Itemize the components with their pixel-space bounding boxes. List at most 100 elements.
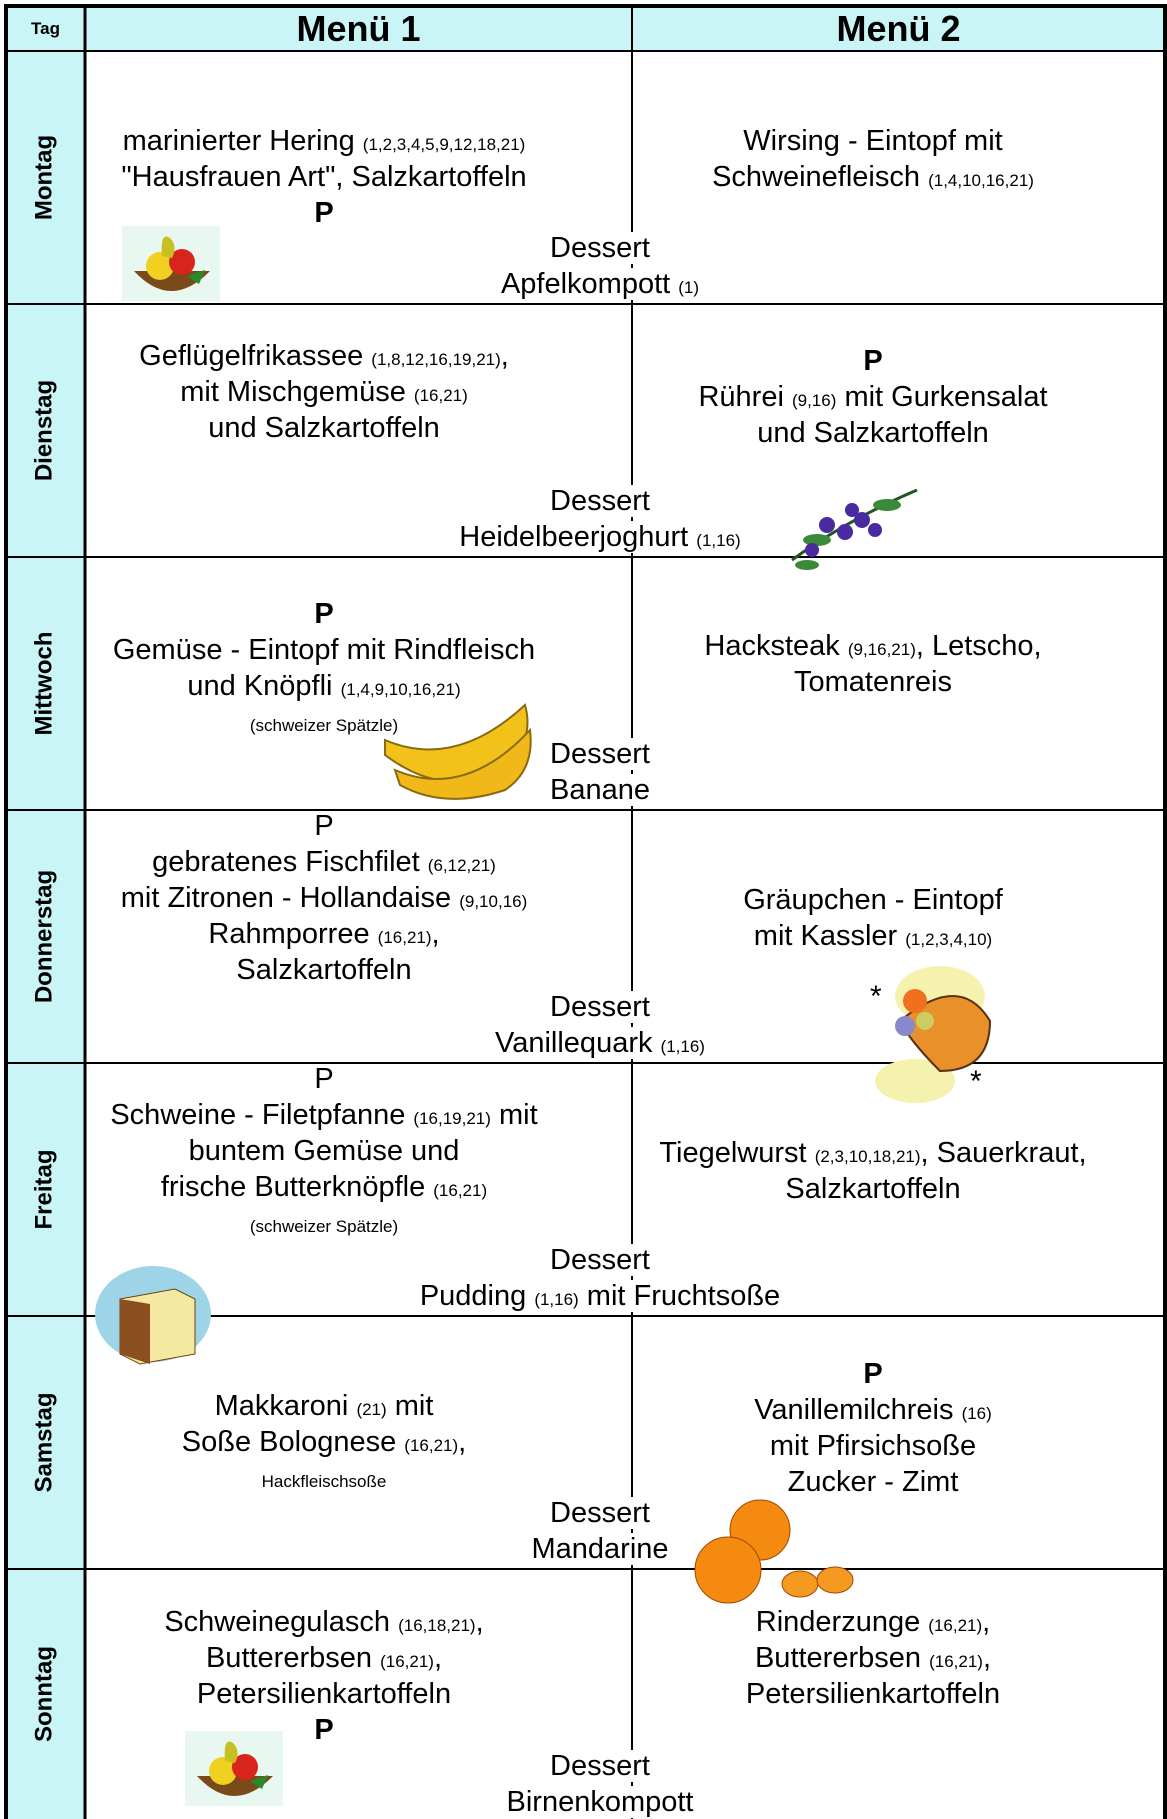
allergens: (16,18,21) <box>398 1616 476 1635</box>
allergens: (16,19,21) <box>413 1109 491 1128</box>
line-bg: Dessert <box>547 1750 653 1782</box>
after-text: mit Gurkensalat <box>844 381 1048 413</box>
dessert-label-line: Dessert <box>320 1242 880 1278</box>
dish-text: Banane <box>550 774 650 806</box>
menu-line: P <box>44 596 604 632</box>
allergens: (16,21) <box>929 1652 983 1671</box>
after-text: , Letscho, <box>915 630 1042 662</box>
day-label: Montag <box>30 135 57 220</box>
dish-text: Geflügelfrikassee <box>139 340 364 372</box>
dish-text: "Hausfrauen Art", Salzkartoffeln <box>121 161 527 193</box>
dish-text: Apfelkompott <box>500 268 671 300</box>
line-bg: Dessert <box>547 485 653 517</box>
menu-line: Hackfleischsoße <box>44 1460 604 1496</box>
after-text: , <box>433 1642 443 1674</box>
dish-text: Soße Bolognese <box>181 1426 397 1458</box>
after-text: , <box>982 1606 991 1638</box>
line-bg: Pudding (1,16) mit Fruchtsoße <box>416 1280 784 1312</box>
menu-line: Pudding (1,16) mit Fruchtsoße <box>320 1278 880 1314</box>
dish-text: Tomatenreis <box>794 666 952 698</box>
menu-line: mit Mischgemüse (16,21) <box>44 374 604 410</box>
dish-text: Gemüse - Eintopf mit Rindfleisch <box>112 634 536 666</box>
line-bg: Heidelbeerjoghurt (1,16) <box>456 521 744 553</box>
allergens: (16,21) <box>377 928 432 947</box>
allergens: (1,16) <box>534 1290 579 1309</box>
dish-text: P <box>314 1714 334 1746</box>
allergens: (1) <box>678 278 700 297</box>
note: (schweizer Spätzle) <box>249 1217 399 1236</box>
day-label: Donnerstag <box>30 870 57 1003</box>
dish-text: P <box>314 598 334 630</box>
menu-line: Vanillequark (1,16) <box>320 1025 880 1061</box>
menu-line: Makkaroni (21) mit <box>44 1388 604 1424</box>
dish-text: mit Pfirsichsoße <box>769 1430 977 1462</box>
day-label: Sonntag <box>30 1646 57 1742</box>
allergens: (16,21) <box>404 1436 459 1455</box>
header-menu1: Menü 1 <box>296 8 421 49</box>
dish-text: Mandarine <box>531 1533 669 1565</box>
dish-text: P <box>863 1358 883 1390</box>
allergens: (16) <box>961 1404 992 1423</box>
dish-text: Rahmporree <box>208 918 370 950</box>
allergens: (1,4,9,10,16,21) <box>340 680 461 699</box>
dish-text: und Knöpfli <box>187 670 333 702</box>
line-bg: Vanillequark (1,16) <box>492 1027 708 1059</box>
menu-line: Tomatenreis <box>593 664 1153 700</box>
dessert-label-line: Dessert <box>320 1748 880 1784</box>
menu-line: P <box>593 343 1153 379</box>
dish-text: Heidelbeerjoghurt <box>459 521 689 553</box>
allergens: (16,21) <box>413 386 468 405</box>
after-text: , <box>475 1606 484 1638</box>
dish-text: Schweine - Filetpfanne <box>110 1099 406 1131</box>
dish-text: Makkaroni <box>214 1390 349 1422</box>
dish-text: Rinderzunge <box>755 1606 921 1638</box>
dish-text: und Salzkartoffeln <box>208 412 440 444</box>
after-text: , <box>982 1642 992 1674</box>
dish-text: Buttererbsen <box>205 1642 373 1674</box>
dish-text: Salzkartoffeln <box>785 1173 961 1205</box>
menu-line: gebratenes Fischfilet (6,12,21) <box>44 844 604 880</box>
dish-text: P <box>314 1063 334 1095</box>
dessert-label-line: Dessert <box>320 1495 880 1531</box>
dish-text: mit Mischgemüse <box>180 376 406 408</box>
menu-line: Rinderzunge (16,21), <box>593 1604 1153 1640</box>
menu-line: frische Butterknöpfle (16,21) <box>44 1169 604 1205</box>
after-text: , <box>431 918 440 950</box>
menu-line: P <box>44 1712 604 1748</box>
menu-line: und Salzkartoffeln <box>44 410 604 446</box>
dessert-label: Dessert <box>550 232 650 264</box>
after-text: mit Fruchtsoße <box>586 1280 781 1312</box>
dish-text: P <box>314 197 334 229</box>
line-bg: Mandarine <box>528 1533 672 1565</box>
menu-line: Tiegelwurst (2,3,10,18,21), Sauerkraut, <box>593 1135 1153 1171</box>
menu-line: Schweinefleisch (1,4,10,16,21) <box>593 159 1153 195</box>
menu-line: mit Zitronen - Hollandaise (9,10,16) <box>44 880 604 916</box>
dish-text: Schweinegulasch <box>164 1606 391 1638</box>
outer-border <box>4 4 1167 1819</box>
allergens: (9,16,21) <box>847 640 916 659</box>
dessert-label: Dessert <box>550 1497 650 1529</box>
dish-text: Wirsing - Eintopf mit <box>743 125 1003 157</box>
dish-text: marinierter Hering <box>122 125 355 157</box>
line-bg: Banane <box>547 774 653 806</box>
dessert-label-line: Dessert <box>320 230 880 266</box>
day-column-bg <box>6 51 85 1819</box>
menu-line: Gräupchen - Eintopf <box>593 882 1153 918</box>
line-bg: Dessert <box>547 1497 653 1529</box>
line-bg: Dessert <box>547 232 653 264</box>
dish-text: Rührei <box>698 381 784 413</box>
menu-line: Rührei (9,16) mit Gurkensalat <box>593 379 1153 415</box>
menu-line: und Knöpfli (1,4,9,10,16,21) <box>44 668 604 704</box>
menu-line: Mandarine <box>320 1531 880 1567</box>
allergens: (1,8,12,16,19,21) <box>371 350 501 369</box>
dish-text: buntem Gemüse und <box>188 1135 460 1167</box>
menu-line: Petersilienkartoffeln <box>44 1676 604 1712</box>
header-bg <box>6 6 1165 51</box>
menu-line: P <box>593 1356 1153 1392</box>
day-label: Dienstag <box>30 380 57 481</box>
line-bg: Dessert <box>547 991 653 1023</box>
allergens: (2,3,10,18,21) <box>814 1147 921 1166</box>
menu-line: marinierter Hering (1,2,3,4,5,9,12,18,21… <box>44 123 604 159</box>
menu-line: (schweizer Spätzle) <box>44 1205 604 1241</box>
